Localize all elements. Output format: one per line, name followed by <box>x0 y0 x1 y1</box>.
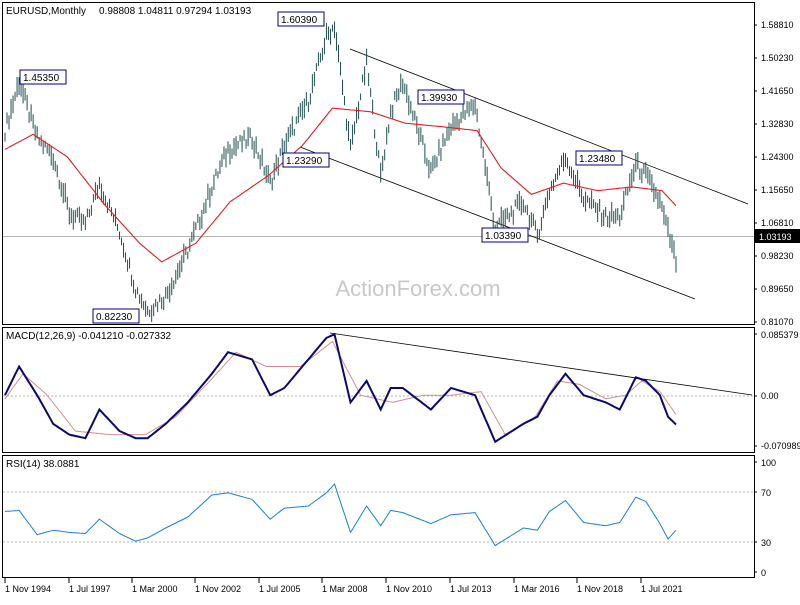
price-y-axis: 1.58810 1.50230 1.41650 1.32830 1.24300 … <box>754 20 794 327</box>
x-tick-label: 1 Mar 2016 <box>514 584 560 594</box>
x-tick-label: 1 Jul 1997 <box>69 584 111 594</box>
x-tick-label: 1 Jul 2005 <box>259 584 301 594</box>
x-tick-label: 1 Mar 2000 <box>132 584 178 594</box>
price-panel-title: EURUSD,Monthly <box>6 6 86 17</box>
rsi-tick-label: 70 <box>761 488 771 498</box>
label-box-p6 <box>481 227 529 243</box>
price-tick-label: 1.58810 <box>761 20 794 30</box>
x-tick-label: 1 Nov 2018 <box>577 584 623 594</box>
price-panel-frame <box>2 2 755 325</box>
current-price-value: 1.03193 <box>759 232 792 242</box>
label-box-p3 <box>277 11 325 27</box>
rsi-tick-label: 0 <box>761 568 766 578</box>
moving-average-line <box>4 107 677 263</box>
label-p6: 1.03390 <box>485 231 522 242</box>
x-tick-label: 1 Jul 2013 <box>450 584 492 594</box>
ohlc-header: 0.98808 1.04811 0.97294 1.03193 <box>99 6 252 17</box>
x-tick-label: 1 Mar 2008 <box>322 584 368 594</box>
x-tick-label: 1 Nov 2010 <box>386 584 432 594</box>
price-tick-label: 1.15650 <box>761 185 794 195</box>
channel-upper-line <box>349 48 749 205</box>
rsi-line <box>4 483 677 547</box>
label-p7: 1.23480 <box>579 154 616 165</box>
macd-tick-label: 0.00 <box>761 391 779 401</box>
macd-panel-frame <box>2 327 755 453</box>
label-box-p7 <box>575 150 623 166</box>
macd-tick-label: 0.085379 <box>761 330 799 340</box>
price-tick-label: 1.24300 <box>761 152 794 162</box>
x-axis: 1 Nov 1994 1 Jul 1997 1 Mar 2000 1 Nov 2… <box>4 578 683 594</box>
rsi-tick-label: 30 <box>761 538 771 548</box>
macd-panel-title: MACD(12,26,9) -0.041210 -0.027332 <box>6 331 172 342</box>
label-box-p5 <box>417 89 465 105</box>
label-p5: 1.39930 <box>421 93 458 104</box>
rsi-panel-frame <box>2 455 755 578</box>
label-p3: 1.60390 <box>281 15 318 26</box>
label-p4: 1.23290 <box>286 156 323 167</box>
label-box-p1 <box>19 69 67 85</box>
price-tick-label: 0.98230 <box>761 251 794 261</box>
watermark: ActionForex.com <box>335 276 500 301</box>
label-p2: 0.82230 <box>96 312 133 323</box>
price-tick-label: 1.41650 <box>761 86 794 96</box>
price-tick-label: 0.89650 <box>761 284 794 294</box>
macd-main-line <box>4 332 677 444</box>
swing-labels: 1.45350 0.82230 1.60390 1.23290 1.39930 … <box>19 11 623 324</box>
price-bars <box>4 21 677 322</box>
x-tick-label: 1 Nov 2002 <box>195 584 241 594</box>
macd-trend-line <box>329 332 753 396</box>
x-tick-label: 1 Nov 1994 <box>5 584 51 594</box>
current-price-tag <box>755 229 800 243</box>
label-p1: 1.45350 <box>23 73 60 84</box>
rsi-y-axis: 100 70 30 0 <box>754 458 776 578</box>
macd-y-axis: 0.085379 0.00 -0.070989 <box>754 330 800 451</box>
price-tick-label: 1.32830 <box>761 119 794 129</box>
rsi-tick-label: 100 <box>761 458 776 468</box>
rsi-panel-title: RSI(14) 38.0881 <box>6 459 80 470</box>
price-tick-label: 1.50230 <box>761 53 794 63</box>
macd-tick-label: -0.070989 <box>761 441 800 451</box>
price-tick-label: 1.06810 <box>761 218 794 228</box>
x-tick-label: 1 Jul 2021 <box>641 584 683 594</box>
label-box-p2 <box>92 308 140 324</box>
price-tick-label: 0.81070 <box>761 317 794 327</box>
label-box-p4 <box>282 152 330 168</box>
